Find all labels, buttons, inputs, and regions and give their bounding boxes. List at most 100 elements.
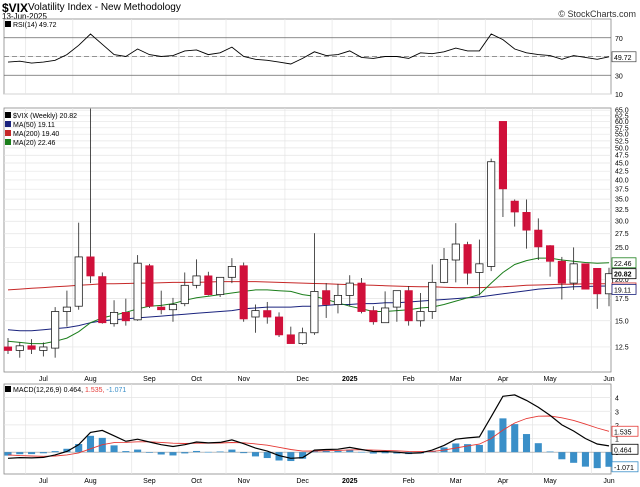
price-candle xyxy=(180,272,189,307)
price-candle xyxy=(498,121,507,217)
macd-line xyxy=(7,394,610,459)
macd-x-axis: Jul Aug Sep Oct Nov Dec 2025 Feb Mar Apr May Jun xyxy=(39,478,615,485)
macd-histogram-bar xyxy=(28,452,36,455)
price-tick-label: 52.5 xyxy=(615,138,629,145)
macd-histogram-bar xyxy=(534,443,542,453)
macd-histogram-bar xyxy=(193,450,201,453)
price-tick-label: 35.0 xyxy=(615,197,629,204)
candle-body xyxy=(534,229,543,248)
macd-histogram-bar xyxy=(251,452,260,457)
price-candle xyxy=(487,158,496,272)
price-tick-label: 37.5 xyxy=(615,187,629,194)
price-candle xyxy=(428,264,437,319)
price-candle xyxy=(51,307,60,358)
x-tick-label: Apr xyxy=(497,376,509,383)
price-candle xyxy=(534,218,543,261)
macd-histogram-bar xyxy=(63,448,71,453)
price-tick-label: 40.0 xyxy=(615,177,629,184)
ma200-line xyxy=(7,281,609,291)
price-tick-label: 65.0 xyxy=(615,108,629,115)
price-candle xyxy=(86,108,95,284)
price-panel: 65.062.560.057.555.052.550.047.545.042.5… xyxy=(3,107,637,373)
x-tick-label: Mar xyxy=(450,376,463,383)
price-candle xyxy=(15,342,24,358)
x-tick-label: 2025 xyxy=(342,478,358,485)
price-candle xyxy=(274,312,284,337)
macd-histogram-bar xyxy=(75,444,83,453)
rsi-tick-label: 30 xyxy=(615,73,623,80)
rsi-legend-label: RSI(14) 49.72 xyxy=(13,22,57,29)
candle-body xyxy=(133,262,142,321)
macd-legend-part-1: 0.464, xyxy=(64,387,85,394)
macd-frame xyxy=(3,383,612,475)
x-tick-label: Jun xyxy=(603,478,614,485)
ma50-legend-label: MA(50) 19.11 xyxy=(13,122,55,129)
price-candle xyxy=(263,301,272,324)
macd-value-tag: 0.464 xyxy=(611,443,639,455)
macd-tag-text: -1.071 xyxy=(614,465,634,472)
stockcharts-credit[interactable]: © StockCharts.com xyxy=(558,9,636,19)
x-tick-label: Sep xyxy=(143,376,156,383)
macd-histogram-bar xyxy=(204,451,212,453)
macd-value-tag: -1.071 xyxy=(611,461,639,473)
x-tick-label: Jul xyxy=(39,376,48,383)
macd-histogram-bar xyxy=(593,452,601,469)
macd-histogram-bar xyxy=(570,452,578,463)
macd-histogram-bar xyxy=(464,444,472,453)
candle-body xyxy=(298,332,307,344)
candle-body xyxy=(522,212,531,231)
macd-histogram-bar xyxy=(110,445,118,453)
candle-body xyxy=(510,200,519,213)
ma20-value-tag-box xyxy=(611,257,637,269)
instrument-name: Volatility Index - New Methodology xyxy=(28,2,181,13)
ma50-value-tag: 19.11 xyxy=(611,284,637,295)
price-candle xyxy=(216,276,225,298)
rsi-line xyxy=(7,33,610,65)
price-candle xyxy=(39,342,48,357)
last-price-tag-box xyxy=(611,268,637,280)
price-tick-label: 60.0 xyxy=(615,119,629,126)
candle-body xyxy=(227,266,236,278)
ma50-value-tag-text: 19.11 xyxy=(614,287,631,294)
macd-histogram-bar xyxy=(275,452,283,461)
macd-value-tag: 1.535 xyxy=(611,425,639,437)
candle-body xyxy=(439,258,449,283)
price-candle xyxy=(3,338,13,355)
price-candle xyxy=(357,278,366,314)
price-tick-label: 47.5 xyxy=(615,153,629,160)
legend-swatch xyxy=(5,121,11,127)
price-frame xyxy=(3,107,612,373)
price-candle xyxy=(98,272,107,324)
price-tick-label: 32.5 xyxy=(615,207,629,214)
macd-histogram-bar xyxy=(581,452,589,467)
price-candle xyxy=(74,222,83,310)
price-candle xyxy=(581,263,590,290)
price-candle xyxy=(392,290,401,322)
macd-histogram-bar xyxy=(393,452,401,454)
macd-legend-part-0: MACD(12,26,9) xyxy=(13,387,64,394)
candle-body xyxy=(392,290,401,308)
macd-histogram-bar xyxy=(169,452,177,456)
macd-histogram-bar xyxy=(511,424,519,453)
macd-panel: 43210MACD(12,26,9) 0.464, 1.535, -1.0711… xyxy=(3,383,639,475)
macd-histogram-bar xyxy=(122,451,130,453)
price-candle xyxy=(227,258,236,284)
last-price-tag-text: 20.82 xyxy=(614,272,632,279)
price-x-axis: Jul Aug Sep Oct Nov Dec 2025 Feb Mar Apr May Jun xyxy=(39,376,615,383)
price-candle xyxy=(557,256,566,300)
macd-histogram-bar xyxy=(16,452,24,455)
macd-tag-box xyxy=(611,461,639,473)
candle-body xyxy=(286,334,295,344)
macd-histogram-bar xyxy=(228,449,236,453)
price-tick-label: 20.0 xyxy=(615,277,629,284)
candle-body xyxy=(145,265,154,307)
x-tick-label: Jul xyxy=(39,478,48,485)
ma20-value-tag-text: 22.46 xyxy=(614,261,632,268)
price-tick-label: 17.5 xyxy=(615,296,629,303)
macd-legend-label: MACD(12,26,9) 0.464, 1.535, -1.071 xyxy=(13,387,126,394)
x-tick-label: Apr xyxy=(497,478,509,485)
macd-tag-box xyxy=(611,425,639,437)
price-candle xyxy=(510,199,519,227)
